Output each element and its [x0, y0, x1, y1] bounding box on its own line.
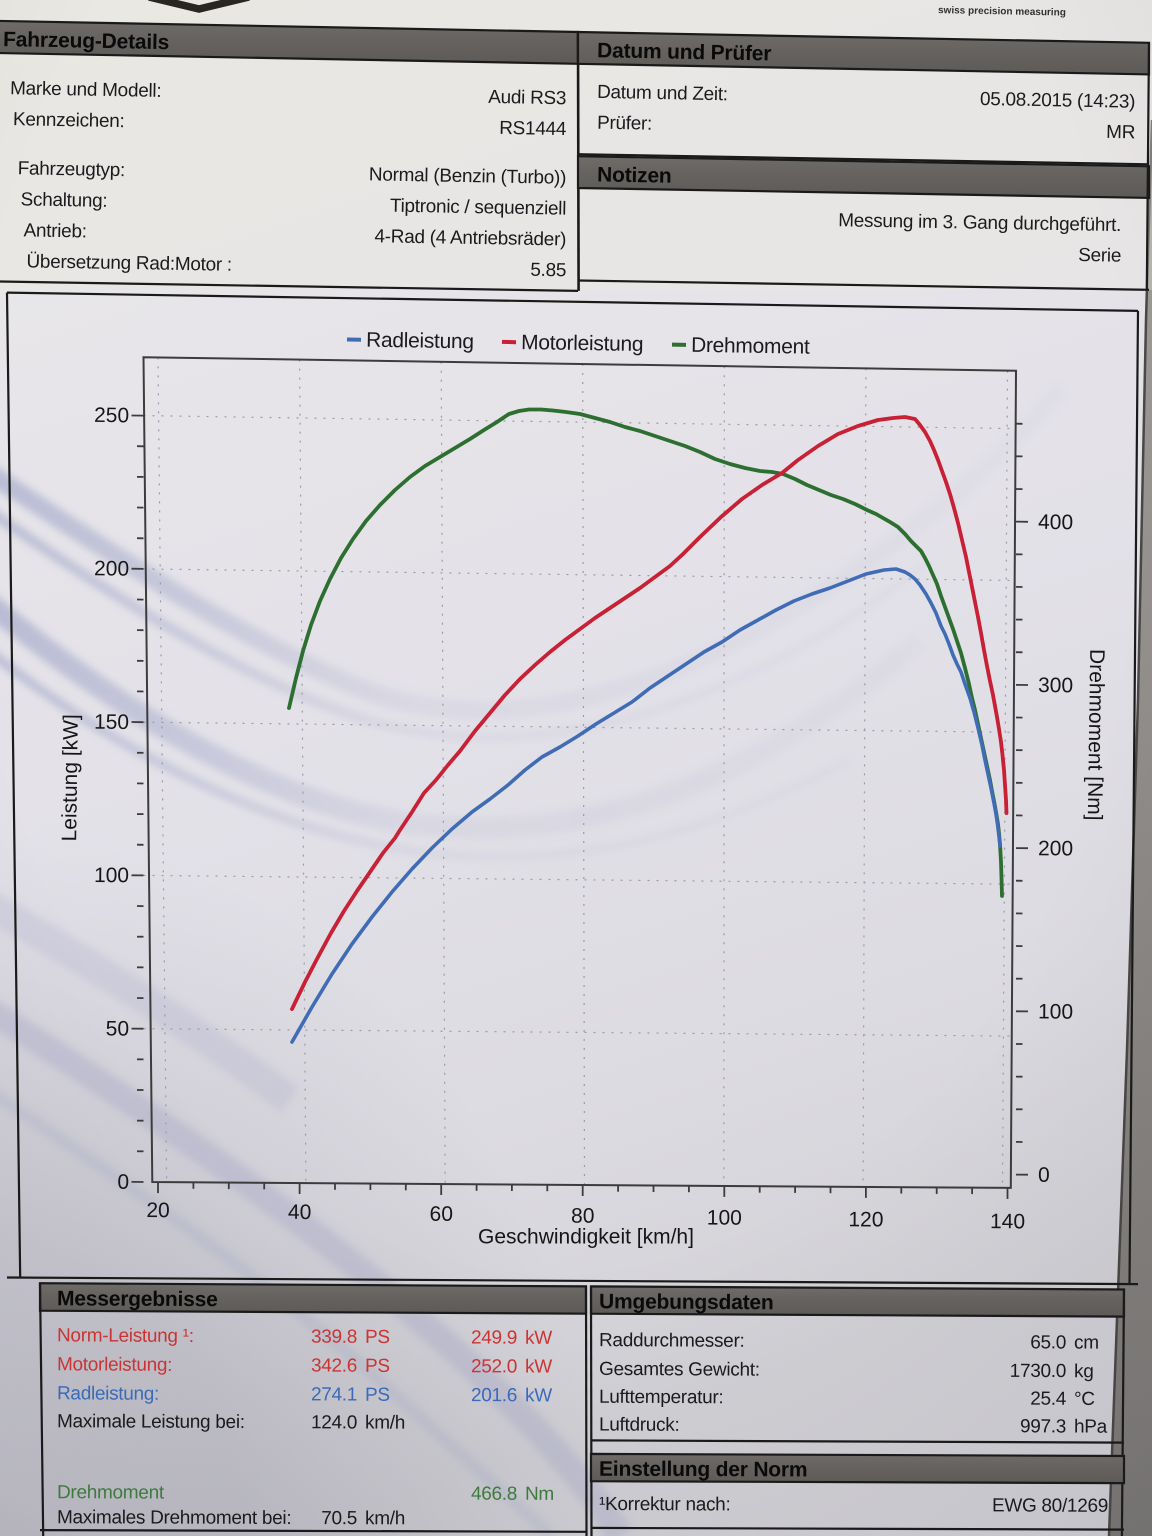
svg-text:kg: kg	[1074, 1361, 1094, 1382]
svg-text:65.0: 65.0	[1030, 1332, 1066, 1353]
svg-text:Einstellung der Norm: Einstellung der Norm	[599, 1458, 807, 1482]
svg-text:100: 100	[94, 864, 129, 887]
svg-text:Luftdruck:: Luftdruck:	[599, 1415, 680, 1436]
svg-text:Datum und Zeit:: Datum und Zeit:	[597, 82, 728, 105]
svg-text:EWG 80/1269: EWG 80/1269	[992, 1495, 1108, 1516]
svg-text:Geschwindigkeit [km/h]: Geschwindigkeit [km/h]	[478, 1226, 694, 1249]
svg-text:Leistung [kW]: Leistung [kW]	[58, 714, 83, 842]
svg-text:466.8: 466.8	[471, 1484, 517, 1505]
svg-text:20: 20	[146, 1199, 170, 1222]
svg-text:kW: kW	[525, 1385, 552, 1406]
svg-text:201.6: 201.6	[471, 1385, 517, 1406]
svg-text:RS1444: RS1444	[499, 118, 567, 140]
svg-text:Maximales Drehmoment bei:: Maximales Drehmoment bei:	[57, 1507, 291, 1529]
svg-text:Marke und Modell:: Marke und Modell:	[10, 78, 162, 102]
svg-text:km/h: km/h	[365, 1413, 405, 1434]
svg-text:124.0: 124.0	[311, 1412, 357, 1433]
svg-text:Gesamtes Gewicht:: Gesamtes Gewicht:	[599, 1359, 760, 1381]
svg-text:249.9: 249.9	[471, 1327, 517, 1348]
svg-text:70.5: 70.5	[321, 1508, 357, 1529]
svg-text:Fahrzeugtyp:: Fahrzeugtyp:	[18, 158, 126, 181]
svg-text:50: 50	[106, 1017, 130, 1040]
svg-text:120: 120	[848, 1208, 883, 1231]
svg-text:Übersetzung Rad:Motor :: Übersetzung Rad:Motor :	[26, 251, 232, 275]
svg-text:Prüfer:: Prüfer:	[597, 113, 652, 135]
svg-text:Umgebungsdaten: Umgebungsdaten	[599, 1290, 774, 1314]
svg-text:kW: kW	[525, 1328, 552, 1349]
svg-text:140: 140	[990, 1210, 1025, 1233]
svg-text:5.85: 5.85	[530, 260, 566, 282]
svg-text:150: 150	[94, 711, 129, 734]
svg-text:252.0: 252.0	[471, 1356, 517, 1377]
svg-text:Raddurchmesser:: Raddurchmesser:	[599, 1330, 745, 1352]
svg-text:250: 250	[94, 404, 129, 428]
svg-text:km/h: km/h	[365, 1508, 405, 1529]
svg-text:Notizen: Notizen	[597, 163, 672, 187]
svg-text:cm: cm	[1074, 1333, 1099, 1354]
svg-text:0: 0	[117, 1171, 129, 1194]
svg-text:100: 100	[707, 1206, 742, 1229]
svg-text:60: 60	[429, 1203, 453, 1226]
svg-text:Motorleistung: Motorleistung	[521, 331, 644, 356]
svg-text:Nm: Nm	[525, 1484, 554, 1505]
svg-text:997.3: 997.3	[1020, 1416, 1066, 1437]
svg-text:80: 80	[571, 1205, 595, 1228]
svg-text:Drehmoment: Drehmoment	[57, 1482, 165, 1503]
svg-text:Drehmoment: Drehmoment	[691, 334, 810, 359]
svg-text:°C: °C	[1074, 1389, 1095, 1410]
svg-text:kW: kW	[525, 1357, 552, 1378]
svg-text:4-Rad (4 Antriebsräder): 4-Rad (4 Antriebsräder)	[374, 226, 566, 250]
svg-text:200: 200	[94, 557, 129, 580]
svg-text:Motorleistung:: Motorleistung:	[57, 1354, 172, 1376]
svg-text:Radleistung:: Radleistung:	[57, 1383, 159, 1404]
svg-text:05.08.2015 (14:23): 05.08.2015 (14:23)	[980, 89, 1136, 113]
svg-text:¹Korrektur nach:: ¹Korrektur nach:	[599, 1494, 730, 1515]
svg-text:100: 100	[1038, 1000, 1073, 1023]
svg-text:Norm-Leistung ¹:: Norm-Leistung ¹:	[57, 1325, 194, 1347]
svg-text:MR: MR	[1106, 122, 1135, 144]
svg-text:200: 200	[1038, 837, 1073, 860]
svg-text:Maximale Leistung bei:: Maximale Leistung bei:	[57, 1411, 245, 1433]
svg-text:0: 0	[1038, 1164, 1050, 1187]
svg-text:Fahrzeug-Details: Fahrzeug-Details	[3, 28, 169, 54]
svg-text:25.4: 25.4	[1030, 1389, 1067, 1410]
svg-text:PS: PS	[365, 1385, 390, 1406]
svg-text:Kennzeichen:: Kennzeichen:	[13, 109, 125, 132]
svg-text:Radleistung: Radleistung	[366, 329, 474, 354]
svg-text:Schaltung:: Schaltung:	[20, 189, 107, 211]
svg-text:339.8: 339.8	[311, 1327, 357, 1348]
svg-text:PS: PS	[365, 1356, 390, 1377]
svg-text:300: 300	[1038, 674, 1073, 697]
svg-text:Messung im 3. Gang durchgeführ: Messung im 3. Gang durchgeführt.	[838, 210, 1121, 236]
svg-text:Messergebnisse: Messergebnisse	[57, 1287, 218, 1311]
svg-text:swiss precision measuring: swiss precision measuring	[938, 5, 1066, 18]
svg-text:274.1: 274.1	[311, 1384, 357, 1405]
svg-text:Drehmoment [Nm]: Drehmoment [Nm]	[1083, 649, 1108, 821]
svg-text:1730.0: 1730.0	[1010, 1361, 1066, 1382]
svg-text:342.6: 342.6	[311, 1355, 357, 1376]
svg-text:40: 40	[288, 1201, 312, 1224]
svg-text:Serie: Serie	[1078, 245, 1121, 267]
svg-text:Antrieb:: Antrieb:	[23, 220, 86, 242]
svg-text:Datum und Prüfer: Datum und Prüfer	[597, 39, 772, 65]
svg-text:Audi RS3: Audi RS3	[488, 87, 566, 109]
svg-text:Normal (Benzin (Turbo)): Normal (Benzin (Turbo))	[369, 164, 567, 188]
svg-text:hPa: hPa	[1074, 1417, 1108, 1438]
svg-text:PS: PS	[365, 1327, 390, 1348]
svg-text:Tiptronic / sequenziell: Tiptronic / sequenziell	[390, 196, 566, 220]
svg-text:Lufttemperatur:: Lufttemperatur:	[599, 1387, 723, 1409]
svg-text:400: 400	[1038, 511, 1073, 534]
